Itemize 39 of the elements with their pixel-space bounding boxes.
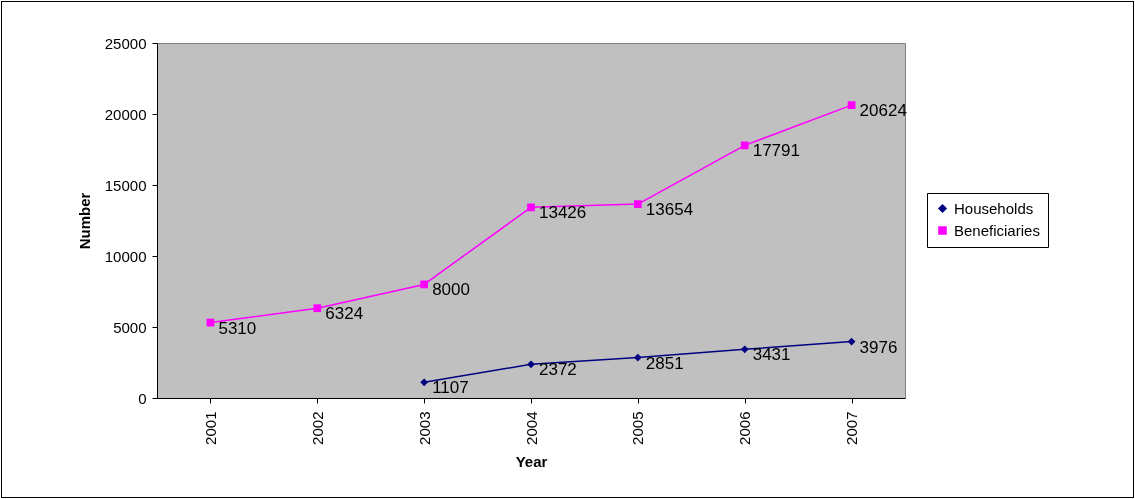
data-label: 3431 xyxy=(752,345,791,365)
point xyxy=(527,360,535,369)
data-label: 20624 xyxy=(859,101,907,121)
data-label: 3976 xyxy=(859,337,898,357)
data-label: 8000 xyxy=(432,280,470,300)
x-tick-label: 2004 xyxy=(522,411,540,445)
data-label: 17791 xyxy=(752,141,800,161)
x-tick-label: 2003 xyxy=(415,411,433,445)
y-tick-label: 5000 xyxy=(113,318,147,336)
y-axis-title: Number xyxy=(75,192,93,250)
point xyxy=(847,101,856,110)
y-tick-label: 0 xyxy=(138,389,147,407)
data-label: 2851 xyxy=(645,353,684,373)
point xyxy=(633,353,642,362)
x-tick-label: 2001 xyxy=(201,411,219,445)
y-tick-label: 15000 xyxy=(104,176,147,194)
point xyxy=(420,280,429,289)
data-label: 5310 xyxy=(218,318,257,338)
data-label: 13426 xyxy=(539,203,587,223)
point xyxy=(313,304,322,313)
point xyxy=(633,200,642,208)
x-tick-label: 2007 xyxy=(843,411,861,445)
point xyxy=(740,345,749,354)
x-tick-label: 2005 xyxy=(629,411,647,445)
point xyxy=(420,378,429,387)
legend-label: Households xyxy=(954,199,1034,217)
data-label: 2372 xyxy=(539,360,577,380)
y-tick-label: 10000 xyxy=(104,247,147,265)
point xyxy=(740,141,749,150)
data-label: 1107 xyxy=(432,378,469,398)
x-tick-label: 2002 xyxy=(308,411,326,445)
y-tick-label: 25000 xyxy=(104,34,147,52)
y-tick-label: 20000 xyxy=(104,105,147,123)
x-tick-label: 2006 xyxy=(736,411,754,445)
legend-label: Beneficiaries xyxy=(954,221,1040,239)
data-label: 13654 xyxy=(645,200,694,220)
x-axis-title: Year xyxy=(515,452,548,470)
data-label: 6324 xyxy=(325,304,364,324)
point xyxy=(527,203,535,212)
